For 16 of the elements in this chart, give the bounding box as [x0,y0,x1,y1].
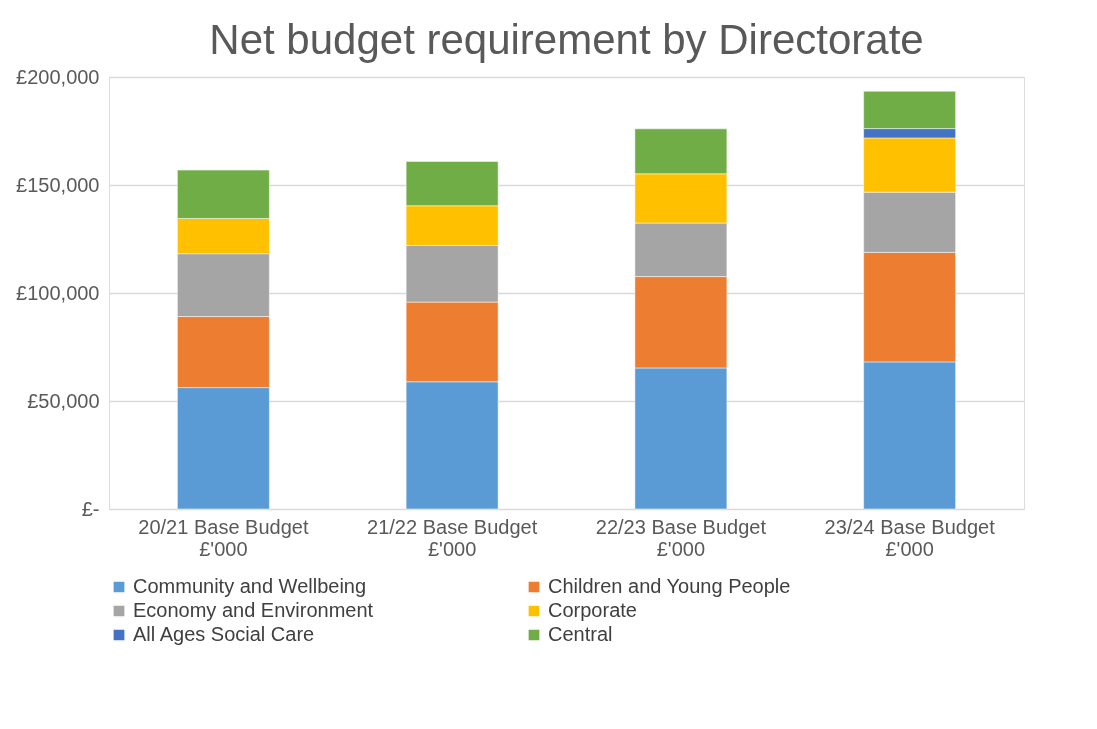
x-tick-label: 22/23 Base Budget £'000 [595,515,767,560]
y-tick-label: £50,000 [27,389,100,412]
y-tick-label: £200,000 [16,65,100,88]
x-tick-label: 23/24 Base Budget £'000 [824,515,996,560]
x-tick-label: 20/21 Base Budget £'000 [138,515,309,560]
legend-label: All Ages Social Care [133,623,315,645]
y-tick-label: £150,000 [16,173,100,196]
legend-label: Corporate [548,599,637,621]
y-tick-label: £100,000 [16,281,100,304]
y-tick-label: £- [81,497,100,520]
legend-label: Central [548,623,613,645]
legend-label: Economy and Environment [133,599,374,621]
x-tick-label: 21/22 Base Budget £'000 [367,515,538,560]
legend-label: Community and Wellbeing [133,575,367,597]
chart-title: Net budget requirement by Directorate [209,16,924,63]
legend-label: Children and Young People [548,575,791,597]
